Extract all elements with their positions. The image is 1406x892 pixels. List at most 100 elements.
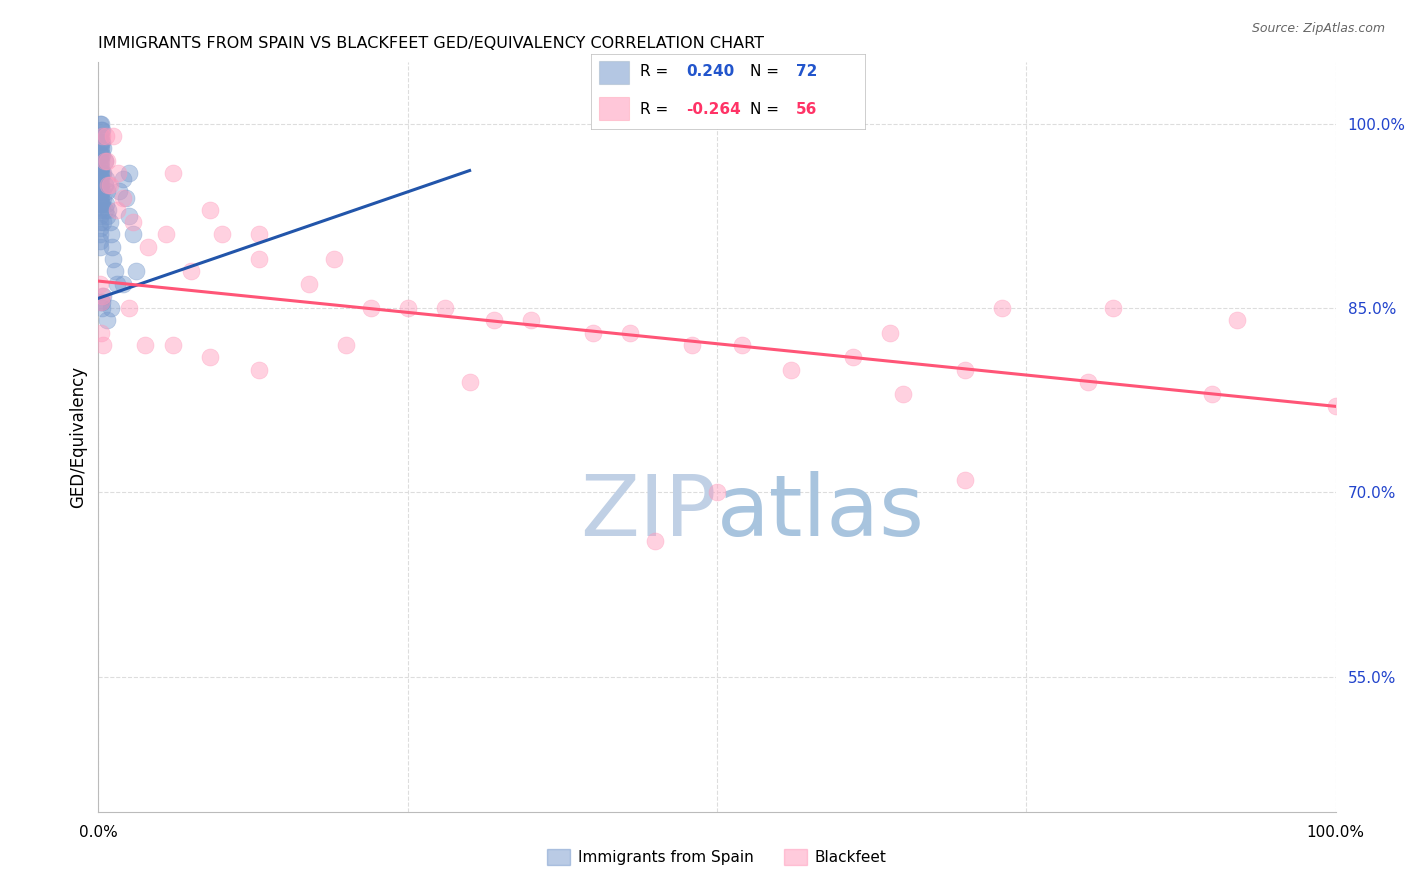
Point <box>93 153 115 168</box>
Point <box>433 301 456 315</box>
Text: R =: R = <box>640 102 673 117</box>
Text: IMMIGRANTS FROM SPAIN VS BLACKFEET GED/EQUIVALENCY CORRELATION CHART: IMMIGRANTS FROM SPAIN VS BLACKFEET GED/E… <box>98 36 765 51</box>
Point <box>94 129 117 144</box>
Point <box>90 295 112 310</box>
Point <box>93 153 115 168</box>
Point <box>98 178 121 193</box>
Point <box>105 277 128 291</box>
Point <box>89 160 111 174</box>
Point <box>91 295 114 310</box>
Point <box>96 153 118 168</box>
Point <box>91 185 114 199</box>
Point <box>458 375 481 389</box>
Point <box>91 129 114 144</box>
Point <box>1077 375 1099 389</box>
Point <box>118 166 141 180</box>
Point <box>93 190 115 204</box>
Point <box>91 147 114 161</box>
Point <box>136 240 159 254</box>
Point <box>89 166 111 180</box>
Text: N =: N = <box>749 64 783 79</box>
Point <box>89 153 111 168</box>
Point <box>94 196 117 211</box>
Point <box>1226 313 1249 327</box>
Point <box>90 196 112 211</box>
Point <box>780 362 803 376</box>
Point <box>89 147 111 161</box>
Point <box>582 326 605 340</box>
Point <box>89 240 111 254</box>
Text: 56: 56 <box>796 102 817 117</box>
Point <box>89 172 111 186</box>
Point <box>619 326 641 340</box>
Point <box>89 117 111 131</box>
Point <box>93 141 115 155</box>
Point <box>89 178 111 193</box>
Point <box>90 147 112 161</box>
Point <box>322 252 344 266</box>
Point <box>644 534 666 549</box>
Bar <box>599 62 628 84</box>
Point <box>162 338 184 352</box>
Point <box>89 215 111 229</box>
Point <box>1201 387 1223 401</box>
Point <box>124 264 146 278</box>
Point <box>89 202 111 217</box>
Point <box>162 166 184 180</box>
Point <box>90 160 112 174</box>
Point <box>247 252 270 266</box>
Point <box>90 136 112 150</box>
Point <box>90 141 112 155</box>
Point <box>97 202 120 217</box>
Bar <box>599 97 628 120</box>
Point <box>360 301 382 315</box>
Point <box>93 166 115 180</box>
Point <box>89 277 111 291</box>
Point <box>96 209 118 223</box>
Text: -0.264: -0.264 <box>686 102 741 117</box>
Point <box>180 264 202 278</box>
Point <box>91 289 114 303</box>
Point <box>90 326 112 340</box>
Point <box>90 178 112 193</box>
Point <box>335 338 357 352</box>
Point <box>93 338 115 352</box>
Point <box>155 227 177 242</box>
Point <box>93 202 115 217</box>
Point <box>706 485 728 500</box>
Point <box>247 362 270 376</box>
Point <box>108 185 131 199</box>
Point <box>891 387 914 401</box>
Point <box>114 190 136 204</box>
Point <box>90 295 112 310</box>
Point <box>90 190 112 204</box>
Point <box>90 166 112 180</box>
Point <box>96 313 118 327</box>
Point <box>91 123 114 137</box>
Text: N =: N = <box>749 102 783 117</box>
Point <box>89 209 111 223</box>
Point <box>105 202 128 217</box>
Point <box>89 141 111 155</box>
Point <box>122 215 145 229</box>
Legend: Immigrants from Spain, Blackfeet: Immigrants from Spain, Blackfeet <box>541 843 893 871</box>
Point <box>91 166 114 180</box>
Point <box>484 313 506 327</box>
Point <box>520 313 543 327</box>
Point <box>90 123 112 137</box>
Point <box>100 227 122 242</box>
Point <box>89 190 111 204</box>
Point <box>93 178 115 193</box>
Point <box>91 196 114 211</box>
Point <box>90 117 112 131</box>
Point <box>89 234 111 248</box>
Point <box>96 185 118 199</box>
Text: atlas: atlas <box>717 470 925 554</box>
Point <box>396 301 419 315</box>
Point <box>247 227 270 242</box>
Point <box>1102 301 1125 315</box>
Point <box>97 178 120 193</box>
Point <box>101 240 124 254</box>
Point <box>107 166 129 180</box>
Point <box>90 129 112 144</box>
